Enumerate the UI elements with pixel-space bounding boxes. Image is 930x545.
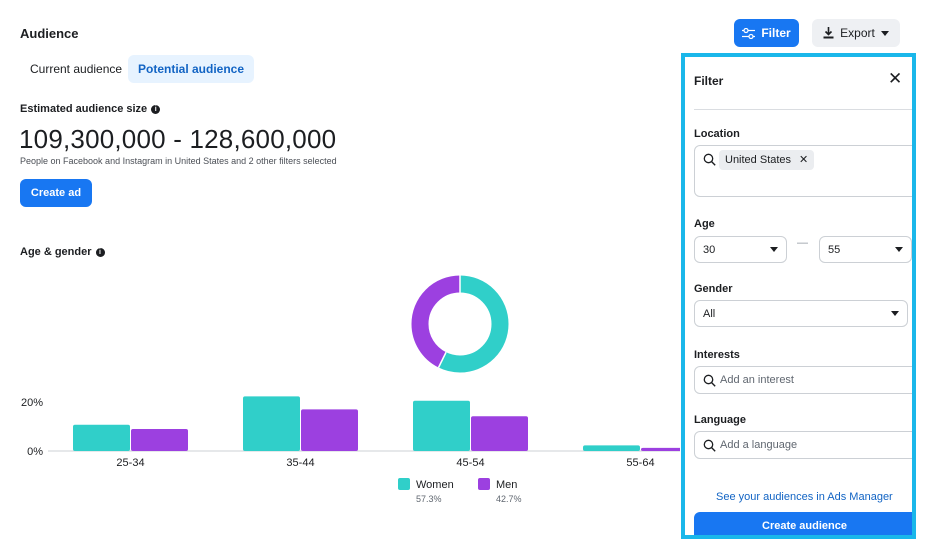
- sliders-icon: [742, 27, 756, 39]
- filter-button-label: Filter: [761, 26, 791, 40]
- age-min-value: 30: [703, 243, 716, 256]
- age-label: Age: [694, 218, 715, 230]
- legend-swatch-women: [398, 478, 410, 490]
- chevron-down-icon: [895, 247, 903, 252]
- interests-label: Interests: [694, 349, 740, 361]
- bar-men-35-44: [301, 409, 358, 451]
- search-icon: [703, 153, 716, 166]
- location-input[interactable]: United States ✕: [694, 145, 912, 197]
- remove-icon[interactable]: ✕: [799, 154, 809, 166]
- gender-value: All: [703, 307, 716, 320]
- interests-input[interactable]: Add an interest: [694, 366, 912, 394]
- age-gender-chart: 20% 0% 25-34 35-44 45-54 55-64 Women 57.3% Men 42…: [21, 275, 680, 504]
- create-audience-button[interactable]: Create audience: [694, 512, 912, 535]
- y-tick-label: 0%: [27, 446, 43, 458]
- donut-separator: [437, 351, 447, 368]
- gender-select[interactable]: All: [694, 300, 908, 327]
- bar-women-45-54: [413, 400, 470, 451]
- legend-label-men: Men: [496, 479, 517, 491]
- age-max-value: 55: [828, 243, 841, 256]
- age-gender-title: Age & gender: [20, 246, 92, 258]
- bar-men-25-34: [131, 428, 188, 451]
- bar-women-25-34: [73, 424, 130, 451]
- x-tick-label: 35-44: [286, 457, 314, 469]
- gender-label: Gender: [694, 283, 733, 295]
- age-min-select[interactable]: 30: [694, 236, 787, 263]
- tab-potential-audience[interactable]: Potential audience: [128, 55, 255, 83]
- interests-placeholder: Add an interest: [720, 374, 794, 386]
- bar-women-35-44: [243, 396, 300, 451]
- x-tick-label: 55-64: [626, 457, 654, 469]
- x-tick-label: 45-54: [456, 457, 484, 469]
- ads-manager-link[interactable]: See your audiences in Ads Manager: [716, 491, 893, 503]
- tab-current-audience[interactable]: Current audience: [30, 62, 123, 76]
- location-chip-label: United States: [725, 154, 792, 166]
- info-icon[interactable]: i: [151, 104, 161, 114]
- location-label: Location: [694, 128, 740, 140]
- legend-label-women: Women: [416, 479, 454, 491]
- location-chip: United States ✕: [719, 150, 815, 170]
- age-separator: —: [797, 237, 808, 249]
- chevron-down-icon: [770, 247, 778, 252]
- estimated-size-subtitle: People on Facebook and Instagram in Unit…: [20, 156, 337, 166]
- legend-swatch-men: [478, 478, 490, 490]
- legend-percent-women: 57.3%: [416, 494, 442, 504]
- export-button[interactable]: Export: [812, 19, 900, 47]
- bar-men-45-54: [471, 416, 528, 451]
- filter-panel: Filter ✕ Location United States ✕ Age 30…: [681, 53, 916, 539]
- filter-button[interactable]: Filter: [734, 19, 799, 47]
- estimated-size-title: Estimated audience size: [20, 103, 148, 115]
- language-label: Language: [694, 414, 746, 426]
- search-icon: [703, 374, 716, 387]
- legend-percent-men: 42.7%: [496, 494, 522, 504]
- language-input[interactable]: Add a language: [694, 431, 912, 459]
- estimated-size-value: 109,300,000 - 128,600,000: [19, 124, 337, 154]
- info-icon[interactable]: i: [95, 247, 105, 257]
- export-button-label: Export: [840, 26, 875, 40]
- bar-women-55-64: [583, 445, 640, 451]
- age-max-select[interactable]: 55: [819, 236, 912, 263]
- estimated-size-heading: Estimated audience size i: [20, 103, 161, 115]
- search-icon: [703, 439, 716, 452]
- x-tick-label: 25-34: [116, 457, 144, 469]
- filter-panel-title: Filter: [694, 74, 724, 88]
- y-tick-label: 20%: [21, 397, 43, 409]
- page-title: Audience: [20, 26, 79, 41]
- download-icon: [823, 27, 834, 39]
- age-gender-heading: Age & gender i: [20, 246, 105, 258]
- chevron-down-icon: [891, 311, 899, 316]
- create-ad-button[interactable]: Create ad: [20, 179, 92, 207]
- divider: [694, 109, 912, 110]
- bar-men-55-64: [641, 447, 680, 451]
- language-placeholder: Add a language: [720, 439, 798, 451]
- close-icon[interactable]: ✕: [888, 69, 903, 88]
- chevron-down-icon: [880, 30, 889, 36]
